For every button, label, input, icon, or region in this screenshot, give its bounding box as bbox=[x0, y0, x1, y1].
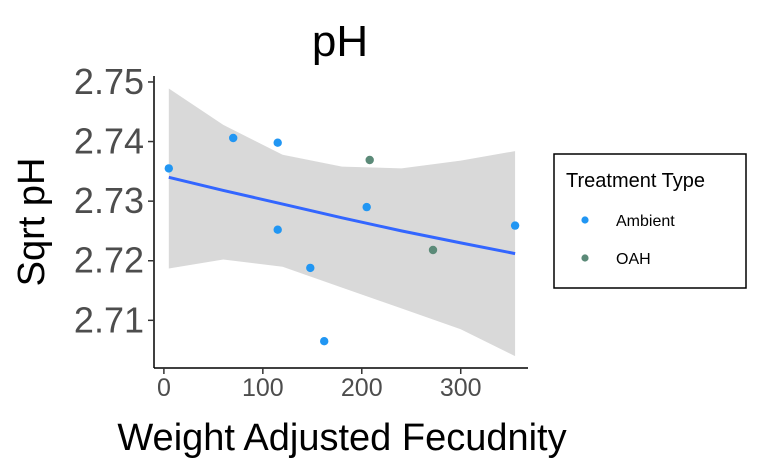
legend: Treatment Type Ambient OAH bbox=[553, 153, 747, 289]
legend-title: Treatment Type bbox=[566, 170, 705, 192]
y-tick-label: 2.74 bbox=[74, 121, 144, 162]
point-ambient-7 bbox=[510, 221, 520, 230]
confidence-band bbox=[168, 88, 516, 357]
x-tick-label: 100 bbox=[242, 374, 284, 402]
chart-title: pH bbox=[312, 17, 368, 66]
point-ambient-1 bbox=[229, 133, 238, 143]
x-axis-title: Weight Adjusted Fecudnity bbox=[117, 417, 566, 459]
point-oah-1 bbox=[428, 245, 438, 255]
x-tick-label: 200 bbox=[341, 374, 383, 402]
legend-key-ambient bbox=[581, 216, 589, 224]
x-tick-label: 300 bbox=[440, 374, 482, 402]
x-tick-label: 0 bbox=[157, 374, 171, 402]
y-tick-label: 2.72 bbox=[74, 240, 144, 281]
y-axis-title: Sqrt pH bbox=[11, 158, 53, 287]
y-axis-ticks: 2.71 2.72 2.73 2.74 2.75 bbox=[74, 61, 154, 340]
point-ambient-4 bbox=[306, 263, 315, 273]
point-ambient-6 bbox=[362, 202, 371, 212]
y-tick-label: 2.75 bbox=[74, 61, 144, 102]
plot-area bbox=[164, 88, 520, 357]
points-layer bbox=[164, 133, 520, 346]
legend-label-oah: OAH bbox=[616, 251, 651, 268]
point-ambient-3 bbox=[273, 225, 282, 234]
y-tick-label: 2.71 bbox=[74, 299, 144, 340]
point-ambient-2 bbox=[273, 138, 282, 147]
x-axis-ticks: 0 100 200 300 bbox=[157, 368, 482, 402]
point-ambient-5 bbox=[320, 337, 329, 346]
legend-label-ambient: Ambient bbox=[616, 213, 675, 230]
legend-key-oah bbox=[581, 254, 589, 262]
y-tick-label: 2.73 bbox=[74, 180, 144, 221]
trend-line bbox=[168, 175, 516, 256]
point-oah-0 bbox=[365, 155, 374, 165]
point-ambient-0 bbox=[164, 164, 173, 173]
